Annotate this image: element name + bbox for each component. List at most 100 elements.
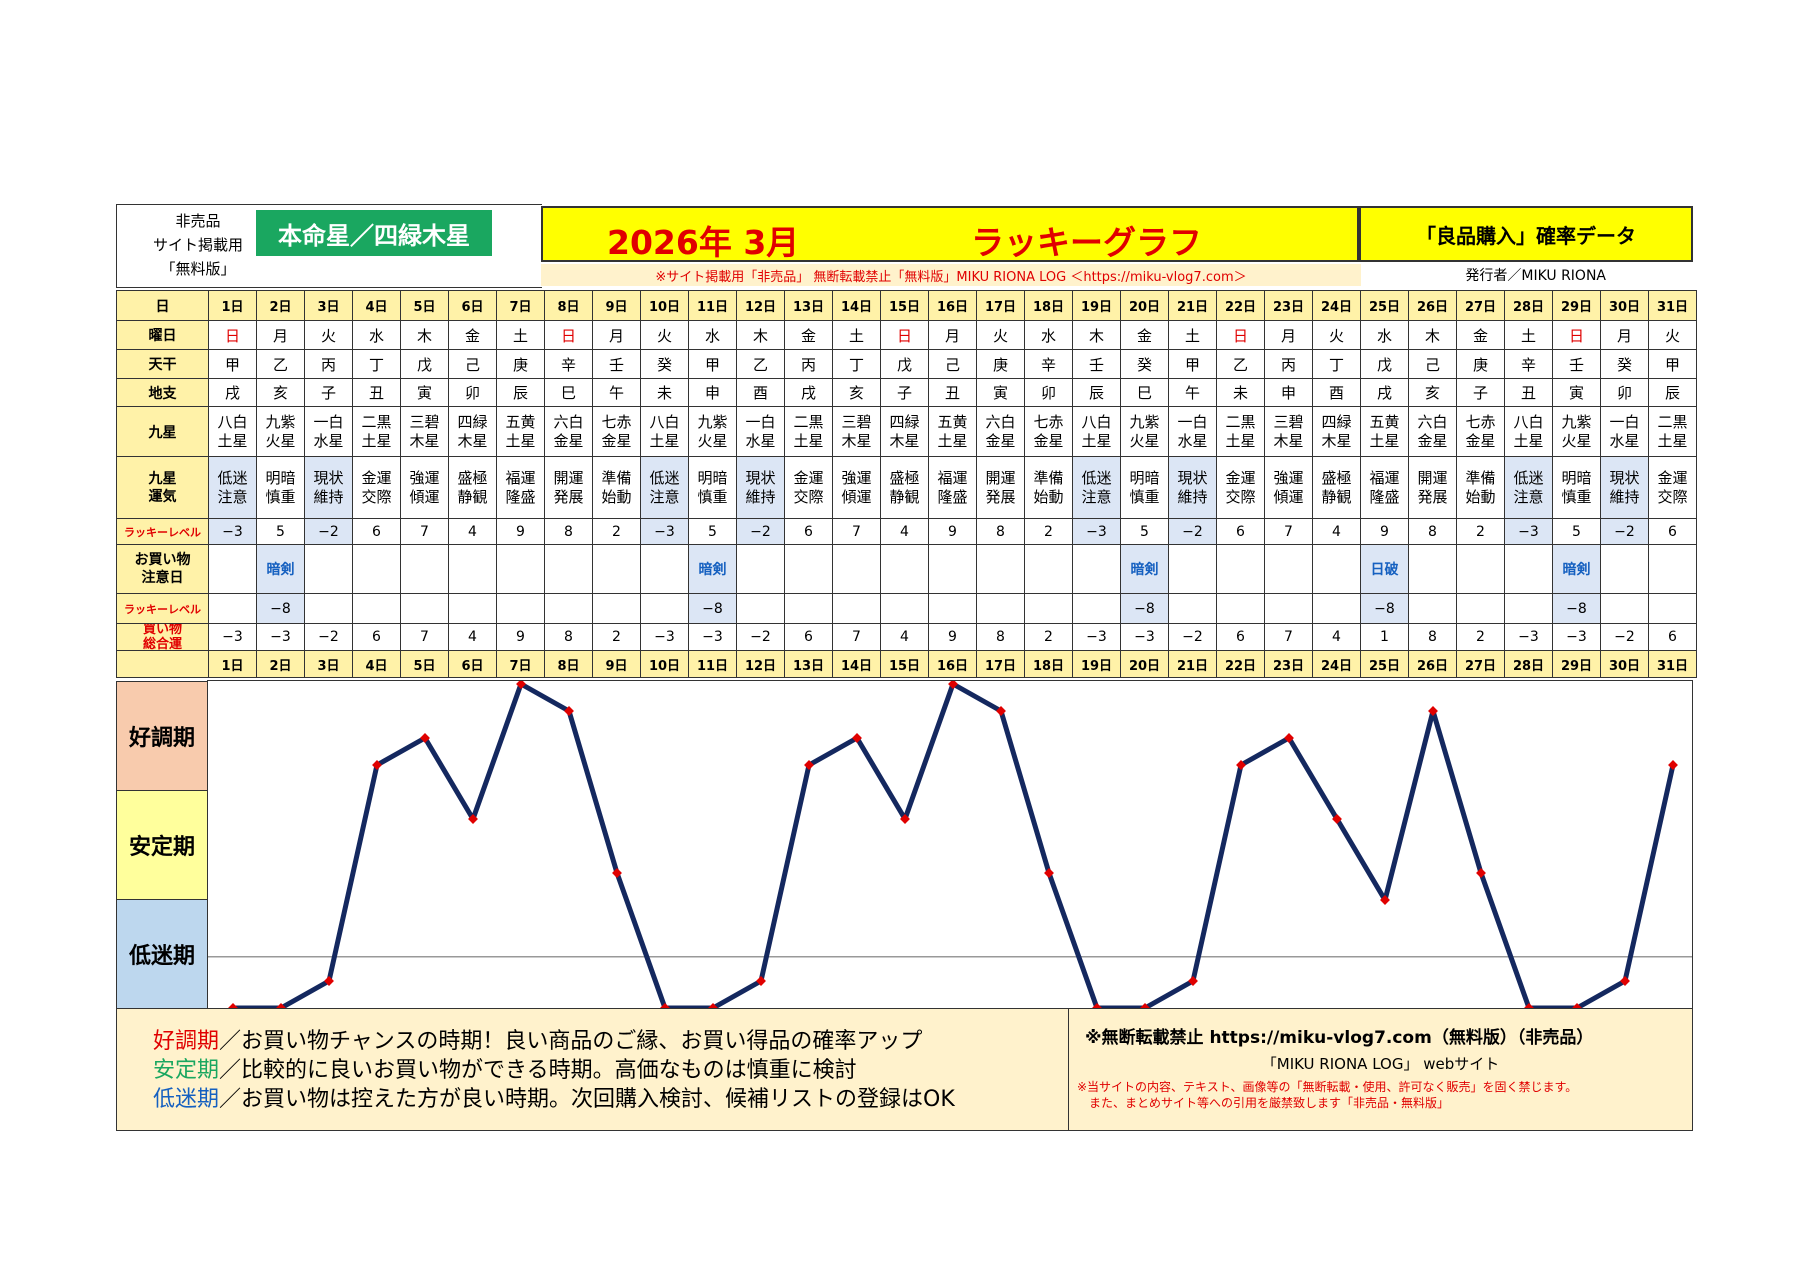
chishi-cell: 申 <box>1264 378 1313 407</box>
data-point <box>1668 760 1678 770</box>
caution-cell: 日破 <box>1360 544 1409 594</box>
caution-level-cell <box>1600 593 1649 624</box>
kyusei-cell-line1: 二黒 <box>361 412 392 431</box>
kyusei-cell: 八白 土星 <box>640 406 689 457</box>
kyusei-cell: 六白 金星 <box>976 406 1025 457</box>
caution-cell <box>976 544 1025 594</box>
unki-cell-line2: 注意 <box>1081 487 1112 506</box>
unki-cell-line1: 現状 <box>1609 468 1640 487</box>
kyusei-cell-line2: 火星 <box>265 431 296 450</box>
caution-level-cell: −8 <box>1360 593 1409 624</box>
kyusei-cell-line1: 四緑 <box>1321 412 1352 431</box>
copyright-line1: ※無断転載禁止 https://miku-vlog7.com（無料版）（非売品） <box>1085 1028 1594 1048</box>
unki-cell-line1: 明暗 <box>1561 468 1592 487</box>
top-left-line: サイト掲載用 <box>152 236 243 254</box>
top-left-line: 非売品 <box>175 212 221 230</box>
unki-cell: 準備 始動 <box>1456 456 1505 519</box>
unki-cell: 開運 発展 <box>1408 456 1457 519</box>
kyusei-cell-line2: 土星 <box>1369 431 1400 450</box>
day-cell: 29日 <box>1552 290 1601 321</box>
unki-cell-line1: 明暗 <box>697 468 728 487</box>
weekday-cell: 金 <box>448 320 497 350</box>
tenkan-cell: 乙 <box>736 349 785 379</box>
kyusei-cell-line1: 二黒 <box>793 412 824 431</box>
unki-cell-line2: 隆盛 <box>937 487 968 506</box>
day-cell: 11日 <box>688 650 737 678</box>
weekday-cell: 日 <box>1216 320 1265 350</box>
lucky-level-cell: 7 <box>1264 518 1313 545</box>
kyusei-cell-line2: 木星 <box>457 431 488 450</box>
unki-cell: 準備 始動 <box>1024 456 1073 519</box>
kyusei-cell-line1: 二黒 <box>1657 412 1688 431</box>
data-point <box>420 733 430 743</box>
kyusei-cell: 四緑 木星 <box>448 406 497 457</box>
unki-cell-line2: 慎重 <box>1561 487 1592 506</box>
caution-level-cell <box>1216 593 1265 624</box>
kyusei-cell-line2: 木星 <box>1321 431 1352 450</box>
day-cell: 5日 <box>400 650 449 678</box>
row-label-shopping-caution-line2: 注意日 <box>141 570 184 586</box>
total-cell: 4 <box>1312 623 1361 651</box>
kyusei-cell-line1: 六白 <box>1417 412 1448 431</box>
kyusei-cell-line1: 八白 <box>217 412 248 431</box>
day-cell: 12日 <box>736 650 785 678</box>
caution-cell <box>1024 544 1073 594</box>
day-cell: 14日 <box>832 650 881 678</box>
data-point <box>372 760 382 770</box>
total-cell: 1 <box>1360 623 1409 651</box>
weekday-cell: 火 <box>640 320 689 350</box>
unki-cell-line2: 慎重 <box>697 487 728 506</box>
kyusei-cell-line1: 九紫 <box>1129 412 1160 431</box>
series-line <box>233 681 1676 1009</box>
data-point <box>324 976 334 986</box>
total-cell: −3 <box>640 623 689 651</box>
chishi-cell: 未 <box>640 378 689 407</box>
day-cell: 21日 <box>1168 290 1217 321</box>
unki-cell-line1: 福運 <box>505 468 536 487</box>
tenkan-cell: 癸 <box>1120 349 1169 379</box>
chishi-cell: 亥 <box>256 378 305 407</box>
unki-cell-line2: 傾運 <box>841 487 872 506</box>
day-cell: 4日 <box>352 290 401 321</box>
unki-cell: 金運 交際 <box>1648 456 1697 519</box>
lucky-line-chart <box>207 680 1693 1010</box>
weekday-cell: 木 <box>1072 320 1121 350</box>
top-left-label: 非売品 サイト掲載用 「無料版」 <box>148 204 248 286</box>
weekday-cell: 日 <box>1552 320 1601 350</box>
unki-cell: 低迷 注意 <box>1072 456 1121 519</box>
day-cell: 5日 <box>400 290 449 321</box>
chishi-cell: 丑 <box>1504 378 1553 407</box>
day-cell: 2日 <box>256 290 305 321</box>
lucky-level-cell: 8 <box>544 518 593 545</box>
caution-level-cell <box>400 593 449 624</box>
chishi-cell: 酉 <box>1312 378 1361 407</box>
caution-cell <box>1408 544 1457 594</box>
chishi-cell: 辰 <box>1648 378 1697 407</box>
kyusei-cell-line2: 火星 <box>1561 431 1592 450</box>
weekday-cell: 火 <box>1648 320 1697 350</box>
unki-cell: 金運 交際 <box>784 456 833 519</box>
lucky-level-cell: 5 <box>256 518 305 545</box>
notice-text: ※サイト掲載用「非売品」 無断転載禁止「無料版」MIKU RIONA LOG ＜… <box>541 264 1361 286</box>
unki-cell-line1: 現状 <box>745 468 776 487</box>
band-good: 好調期 <box>116 681 208 791</box>
kyusei-cell: 四緑 木星 <box>1312 406 1361 457</box>
caution-level-cell <box>976 593 1025 624</box>
unki-cell-line2: 静観 <box>457 487 488 506</box>
day-cell: 18日 <box>1024 290 1073 321</box>
kyusei-cell-line1: 一白 <box>745 412 776 431</box>
tenkan-cell: 癸 <box>1600 349 1649 379</box>
tenkan-cell: 甲 <box>208 349 257 379</box>
legend-stable-label: 安定期 <box>153 1058 220 1083</box>
caution-cell: 暗剣 <box>1120 544 1169 594</box>
unki-cell-line1: 強運 <box>1273 468 1304 487</box>
day-cell: 30日 <box>1600 290 1649 321</box>
unki-cell: 福運 隆盛 <box>1360 456 1409 519</box>
unki-cell-line1: 福運 <box>937 468 968 487</box>
total-cell: 6 <box>352 623 401 651</box>
unki-cell-line2: 始動 <box>1465 487 1496 506</box>
day-cell: 28日 <box>1504 650 1553 678</box>
unki-cell-line2: 慎重 <box>265 487 296 506</box>
kyusei-cell-line2: 木星 <box>1273 431 1304 450</box>
legend-low: 低迷期／お買い物は控えた方が良い時期。次回購入検討、候補リストの登録はOK <box>153 1085 1068 1114</box>
